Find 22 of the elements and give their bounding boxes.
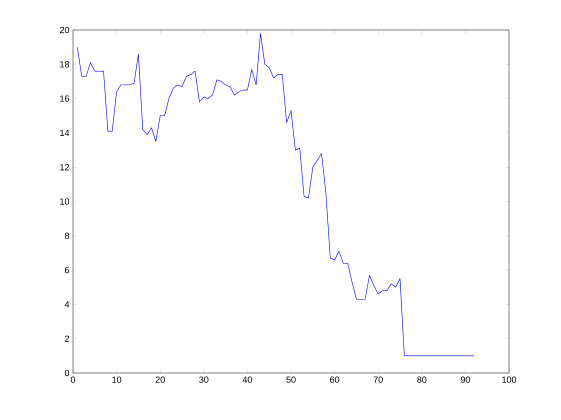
x-tick-label: 80 — [417, 376, 426, 383]
y-tick-label: 18 — [60, 61, 70, 68]
x-tick-label: 40 — [242, 376, 252, 383]
x-tick-label: 100 — [502, 376, 516, 383]
x-tick-label: 0 — [70, 376, 76, 383]
x-tick-label: 90 — [460, 376, 470, 383]
y-tick-label: 16 — [60, 95, 70, 102]
y-tick-label: 4 — [64, 301, 70, 308]
y-tick-label: 10 — [60, 198, 70, 205]
y-tick-label: 0 — [64, 370, 70, 376]
x-tick-label: 20 — [156, 376, 165, 383]
x-tick-label: 50 — [286, 376, 296, 383]
x-tick-label: 10 — [112, 376, 122, 383]
y-tick-label: 12 — [60, 164, 70, 170]
x-tick-label: 70 — [374, 376, 383, 383]
y-tick-label: 6 — [64, 266, 70, 274]
y-tick-label: 8 — [64, 232, 70, 239]
x-tick-label: 30 — [199, 376, 208, 383]
x-tick-label: 60 — [330, 376, 340, 383]
y-tick-label: 20 — [60, 26, 70, 34]
y-tick-label: 14 — [60, 130, 70, 136]
y-tick-label: 2 — [64, 336, 70, 342]
